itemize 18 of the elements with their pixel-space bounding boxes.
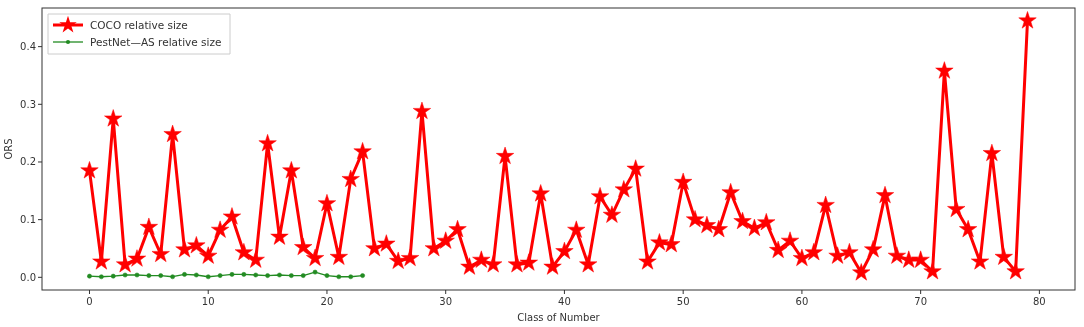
x-axis-title: Class of Number [517, 312, 601, 323]
y-axis-title: ORS [3, 138, 14, 160]
x-tick-label: 30 [439, 296, 453, 307]
legend-label: COCO relative size [90, 19, 188, 31]
x-tick-label: 70 [914, 296, 928, 307]
y-tick-label: 0.1 [20, 214, 36, 226]
y-tick-label: 0.4 [20, 41, 36, 53]
y-tick-label: 0.2 [20, 156, 36, 168]
x-tick-label: 60 [795, 296, 809, 307]
x-tick-label: 40 [558, 296, 571, 307]
legend-label: PestNet—AS relative size [90, 36, 222, 48]
x-tick-label: 0 [86, 296, 93, 307]
x-tick-label: 10 [201, 296, 215, 307]
x-tick-label: 50 [676, 296, 690, 307]
x-tick-label: 20 [320, 296, 334, 307]
y-tick-label: 0.3 [20, 98, 36, 110]
x-tick-label: 80 [1033, 296, 1046, 307]
y-tick-label: 0.0 [20, 271, 36, 283]
